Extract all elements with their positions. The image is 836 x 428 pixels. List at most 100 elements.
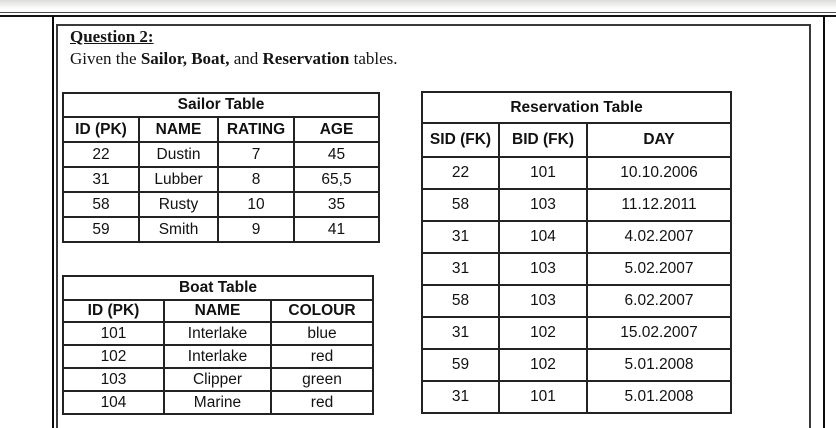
- table-cell: 103: [62, 367, 165, 392]
- question-box-border: [56, 24, 811, 428]
- table-cell: blue: [270, 321, 374, 346]
- table-cell: 101: [498, 380, 588, 414]
- table-cell: 102: [498, 348, 588, 382]
- table-cell: red: [270, 390, 374, 415]
- table-cell: 101: [62, 321, 165, 346]
- table-cell: 8: [217, 166, 295, 193]
- question-intro: Given the Sailor, Boat, and Reservation …: [70, 49, 398, 69]
- table-cell: 7: [217, 141, 295, 168]
- table-cell: 102: [62, 344, 165, 369]
- table-title: Boat Table: [62, 275, 374, 301]
- table-title-row: Boat Table: [62, 275, 374, 301]
- table-cell: green: [270, 367, 374, 392]
- table-cell: Dustin: [138, 141, 219, 168]
- table-cell: Smith: [138, 216, 219, 243]
- data-table: Boat Table ID (PK) NAME COLOUR 101 Interlake b…: [62, 275, 374, 415]
- table-cell: 41: [293, 216, 380, 243]
- question-heading: Question 2:: [70, 27, 154, 46]
- table-cell: Lubber: [138, 166, 219, 193]
- column-header: SID (FK): [421, 122, 500, 158]
- boat-table: Boat Table ID (PK) NAME COLOUR 101 Interlake b…: [62, 275, 374, 415]
- column-header: AGE: [293, 116, 380, 143]
- table-row: 58 Rusty 10 35: [62, 191, 380, 218]
- table-row: 104 Marine red: [62, 390, 374, 415]
- table-row: 31 Lubber 8 65,5: [62, 166, 380, 193]
- table-cell: Clipper: [163, 367, 272, 392]
- column-header: RATING: [217, 116, 295, 143]
- table-cell: Rusty: [138, 191, 219, 218]
- table-header-row: ID (PK) NAME COLOUR: [62, 299, 374, 323]
- table-cell: 104: [498, 220, 588, 254]
- table-cell: 65,5: [293, 166, 380, 193]
- table-row: 101 Interlake blue: [62, 321, 374, 346]
- intro-text-run: tables.: [349, 49, 398, 68]
- outer-border-frame: [52, 16, 825, 428]
- table-cell: Interlake: [163, 344, 272, 369]
- table-cell: 31: [62, 166, 140, 193]
- intro-text-run: and: [229, 49, 263, 68]
- table-row: 22 101 10.10.2006: [421, 156, 732, 190]
- sailor-table: Sailor Table ID (PK) NAME RATING AGE 22 Dustin…: [62, 92, 380, 243]
- table-cell: 31: [421, 316, 500, 350]
- table-row: 31 101 5.01.2008: [421, 380, 732, 414]
- table-row: 103 Clipper green: [62, 367, 374, 392]
- table-cell: 58: [62, 191, 140, 218]
- table-row: 59 Smith 9 41: [62, 216, 380, 243]
- data-table: Sailor Table ID (PK) NAME RATING AGE 22 Dustin…: [62, 92, 380, 243]
- table-row: 31 103 5.02.2007: [421, 252, 732, 286]
- table-name-emphasis: Sailor, Boat,: [140, 49, 230, 68]
- table-title: Reservation Table: [421, 91, 732, 124]
- table-name-emphasis: Reservation: [262, 49, 350, 68]
- page-top-divider: [0, 12, 836, 17]
- table-cell: 22: [421, 156, 500, 190]
- table-title-row: Sailor Table: [62, 92, 380, 118]
- table-cell: 31: [421, 252, 500, 286]
- table-cell: 58: [421, 188, 500, 222]
- table-title-row: Reservation Table: [421, 91, 732, 124]
- column-header: NAME: [138, 116, 219, 143]
- table-cell: 5.02.2007: [586, 252, 732, 286]
- table-cell: 101: [498, 156, 588, 190]
- table-row: 58 103 6.02.2007: [421, 284, 732, 318]
- table-header-row: ID (PK) NAME RATING AGE: [62, 116, 380, 143]
- table-cell: 35: [293, 191, 380, 218]
- table-cell: 58: [421, 284, 500, 318]
- data-table: Reservation Table SID (FK) BID (FK) DAY 22 10…: [421, 91, 732, 414]
- table-row: 22 Dustin 7 45: [62, 141, 380, 168]
- table-cell: 103: [498, 284, 588, 318]
- table-cell: 31: [421, 380, 500, 414]
- table-cell: 22: [62, 141, 140, 168]
- table-cell: 5.01.2008: [586, 380, 732, 414]
- table-header-row: SID (FK) BID (FK) DAY: [421, 122, 732, 158]
- table-cell: 11.12.2011: [586, 188, 732, 222]
- table-row: 31 102 15.02.2007: [421, 316, 732, 350]
- column-header: ID (PK): [62, 299, 165, 323]
- table-title: Sailor Table: [62, 92, 380, 118]
- table-cell: red: [270, 344, 374, 369]
- column-header: COLOUR: [270, 299, 374, 323]
- table-cell: 9: [217, 216, 295, 243]
- table-cell: 6.02.2007: [586, 284, 732, 318]
- table-cell: Interlake: [163, 321, 272, 346]
- table-cell: 45: [293, 141, 380, 168]
- table-row: 58 103 11.12.2011: [421, 188, 732, 222]
- reservation-table: Reservation Table SID (FK) BID (FK) DAY 22 10…: [421, 91, 732, 414]
- table-row: 102 Interlake red: [62, 344, 374, 369]
- table-cell: 59: [421, 348, 500, 382]
- table-cell: 5.01.2008: [586, 348, 732, 382]
- column-header: NAME: [163, 299, 272, 323]
- table-cell: 10.10.2006: [586, 156, 732, 190]
- table-cell: Marine: [163, 390, 272, 415]
- table-cell: 15.02.2007: [586, 316, 732, 350]
- table-cell: 10: [217, 191, 295, 218]
- table-cell: 102: [498, 316, 588, 350]
- table-cell: 103: [498, 252, 588, 286]
- column-header: ID (PK): [62, 116, 140, 143]
- table-row: 59 102 5.01.2008: [421, 348, 732, 382]
- column-header: DAY: [586, 122, 732, 158]
- table-cell: 103: [498, 188, 588, 222]
- table-cell: 31: [421, 220, 500, 254]
- intro-text-run: Given the: [70, 49, 141, 68]
- table-row: 31 104 4.02.2007: [421, 220, 732, 254]
